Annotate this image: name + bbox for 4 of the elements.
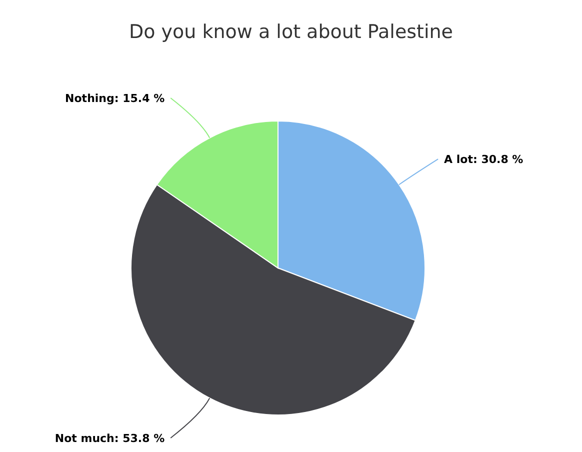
slice-label: A lot: 30.8 % [444,152,524,166]
chart-title: Do you know a lot about Palestine [128,21,454,43]
slice-label: Nothing: 15.4 % [65,92,165,105]
slice-label: Not much: 53.8 % [54,432,165,445]
